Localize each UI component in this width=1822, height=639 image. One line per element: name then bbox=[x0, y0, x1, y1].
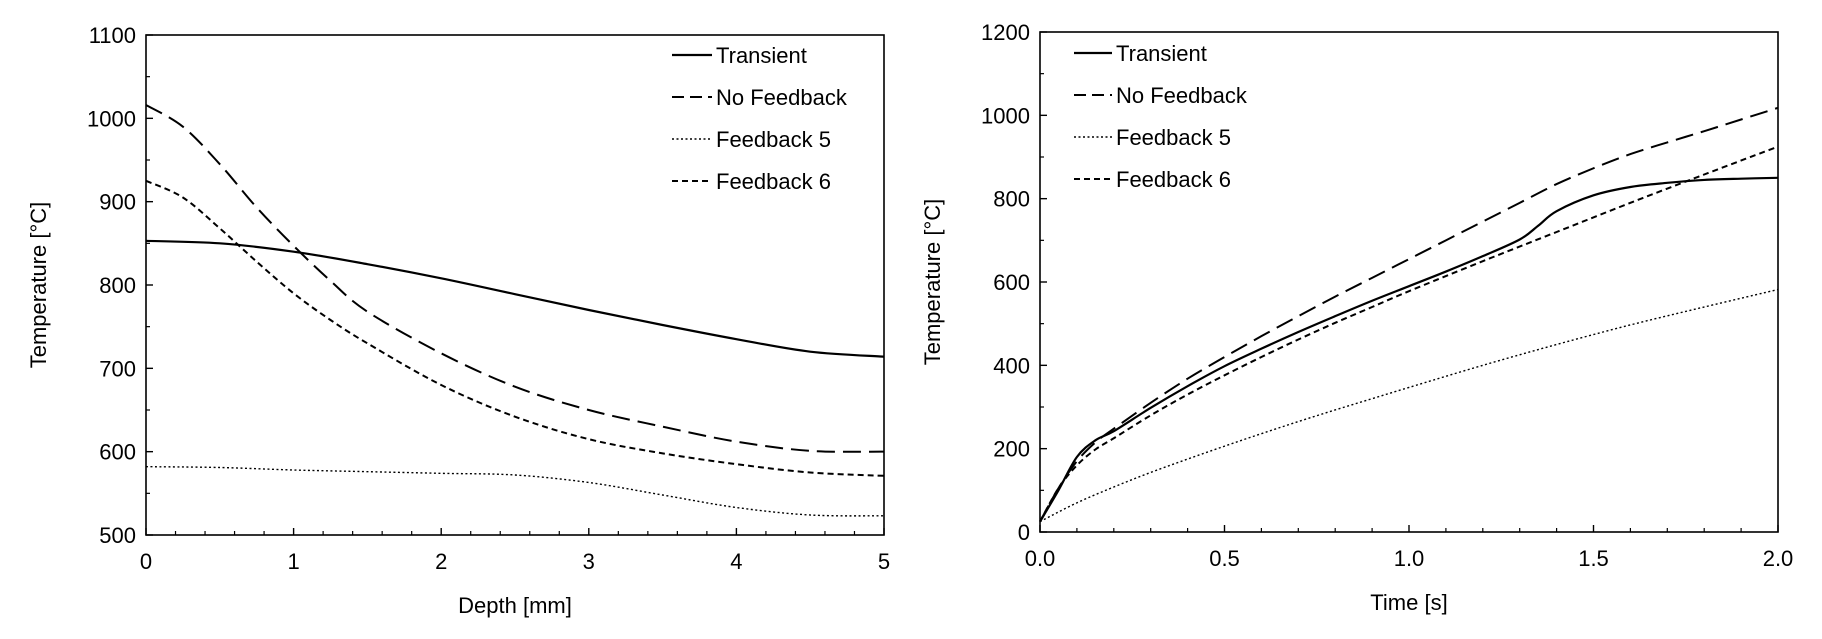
legend-label: Feedback 5 bbox=[1116, 125, 1231, 150]
y-axis-title: Temperature [°C] bbox=[26, 202, 51, 369]
legend: Transient No Feedback Feedback 5 Feedback 6 bbox=[672, 43, 848, 194]
series-line-transient bbox=[145, 239, 885, 358]
y-tick-label: 1100 bbox=[89, 23, 136, 48]
x-tick-label: 0.0 bbox=[1025, 546, 1056, 571]
series-line-feedback-5 bbox=[145, 465, 885, 517]
y-tick-label: 1000 bbox=[981, 103, 1030, 128]
x-tick-label: 0.5 bbox=[1209, 546, 1240, 571]
y-tick-label: 600 bbox=[99, 440, 136, 465]
y-tick-label: 700 bbox=[99, 356, 136, 381]
y-tick-label: 800 bbox=[99, 273, 136, 298]
x-tick-label: 3 bbox=[583, 549, 595, 574]
x-axis-title: Depth [mm] bbox=[458, 593, 572, 618]
y-tick-label: 0 bbox=[1018, 520, 1030, 545]
x-axis-title: Time [s] bbox=[1370, 590, 1447, 615]
plot-frame bbox=[145, 34, 885, 536]
legend-label: Feedback 6 bbox=[716, 169, 831, 194]
y-tick-label: 200 bbox=[993, 437, 1030, 462]
y-tick-label: 1000 bbox=[87, 106, 136, 131]
legend-label: Transient bbox=[716, 43, 807, 68]
x-tick-label: 1.0 bbox=[1394, 546, 1425, 571]
series-line-feedback-6 bbox=[1039, 145, 1779, 523]
legend-label: Transient bbox=[1116, 41, 1207, 66]
x-tick-label: 4 bbox=[730, 549, 742, 574]
x-tick-label: 1.5 bbox=[1578, 546, 1609, 571]
y-tick-label: 900 bbox=[99, 190, 136, 215]
x-tick-label: 2 bbox=[435, 549, 447, 574]
series-line-feedback-5 bbox=[1039, 288, 1779, 523]
x-tick-label: 0 bbox=[140, 549, 152, 574]
chart-panel-2: 0 200 400 600 800 1000 1200 0.0 0.5 1.0 1.5 2.0 Time… bbox=[920, 20, 1793, 615]
y-axis-title: Temperature [°C] bbox=[920, 199, 945, 366]
legend-label: No Feedback bbox=[1116, 83, 1248, 108]
x-tick-label: 1 bbox=[287, 549, 299, 574]
legend-label: No Feedback bbox=[716, 85, 848, 110]
y-tick-label: 600 bbox=[993, 270, 1030, 295]
legend-label: Feedback 5 bbox=[716, 127, 831, 152]
y-tick-label: 400 bbox=[993, 353, 1030, 378]
series-line-no-feedback bbox=[145, 104, 885, 453]
y-tick-label: 1200 bbox=[981, 20, 1030, 45]
legend: Transient No Feedback Feedback 5 Feedback 6 bbox=[1074, 41, 1248, 192]
chart-panel-1: 500 600 700 800 900 1000 1100 0 1 2 3 4 5 Depth [mm] T… bbox=[26, 23, 890, 618]
series-line-transient bbox=[1039, 176, 1779, 523]
y-tick-label: 500 bbox=[99, 523, 136, 548]
legend-label: Feedback 6 bbox=[1116, 167, 1231, 192]
series-line-no-feedback bbox=[1039, 106, 1779, 523]
x-tick-label: 5 bbox=[878, 549, 890, 574]
y-tick-label: 800 bbox=[993, 187, 1030, 212]
x-tick-label: 2.0 bbox=[1763, 546, 1794, 571]
series-line-feedback-6 bbox=[145, 179, 885, 477]
